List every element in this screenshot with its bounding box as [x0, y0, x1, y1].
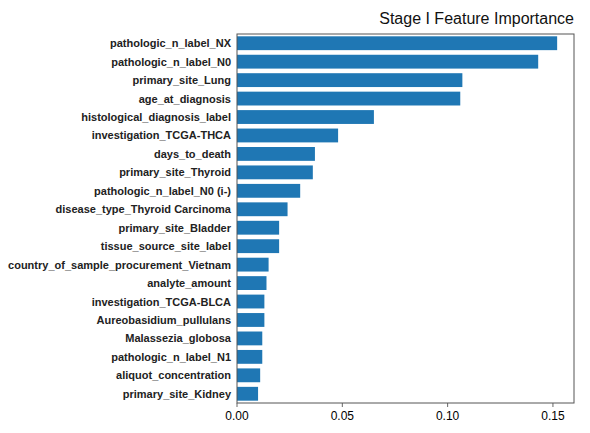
bar	[237, 165, 313, 179]
bars	[237, 36, 557, 400]
category-label: Malassezia_globosa	[125, 332, 232, 344]
bar	[237, 313, 264, 327]
category-label: tissue_source_site_label	[101, 240, 231, 252]
bar	[237, 92, 460, 106]
tick-label: 0.05	[331, 409, 355, 423]
category-label: primary_site_Bladder	[119, 222, 232, 234]
category-label: pathologic_n_label_N0 (i-)	[94, 185, 231, 197]
bar	[237, 184, 300, 198]
category-label: primary_site_Kidney	[123, 388, 232, 400]
tick-label: 0.15	[541, 409, 565, 423]
bar	[237, 73, 462, 87]
tick	[342, 403, 343, 407]
bar	[237, 276, 266, 290]
category-label: histological_diagnosis_label	[81, 111, 231, 123]
title: Stage I Feature Importance	[379, 10, 574, 27]
bar	[237, 221, 279, 235]
category-label: country_of_sample_procurement_Vietnam	[8, 259, 231, 271]
category-label: age_at_diagnosis	[139, 93, 231, 105]
tick-label: 0.10	[436, 409, 460, 423]
chart: pathologic_n_label_NX pathologic_n_label_…	[0, 0, 590, 433]
category-label: investigation_TCGA-BLCA	[92, 296, 231, 308]
category-label: primary_site_Thyroid	[119, 166, 231, 178]
plot-frame	[237, 34, 574, 403]
bar	[237, 350, 262, 364]
category-label: days_to_death	[154, 148, 231, 160]
tick	[552, 403, 553, 407]
bar	[237, 129, 338, 143]
bar	[237, 258, 269, 272]
category-label: aliquot_concentration	[116, 369, 231, 381]
bar	[237, 387, 258, 401]
bar	[237, 110, 374, 124]
bar	[237, 332, 262, 346]
category-label: Aureobasidium_pullulans	[97, 314, 231, 326]
category-label: primary_site_Lung	[133, 74, 231, 86]
category-label: disease_type_Thyroid Carcinoma	[56, 203, 232, 215]
bar	[237, 147, 315, 161]
bar	[237, 295, 264, 309]
category-label: pathologic_n_label_N1	[111, 351, 231, 363]
category-label: pathologic_n_label_N0	[111, 56, 231, 68]
category-label: pathologic_n_label_NX	[110, 37, 232, 49]
bar	[237, 368, 260, 382]
tick	[237, 403, 238, 407]
bar	[237, 239, 279, 253]
bar	[237, 55, 538, 69]
category-label: analyte_amount	[147, 277, 231, 289]
bar	[237, 202, 288, 216]
tick	[447, 403, 448, 407]
bar	[237, 36, 557, 50]
category-label: investigation_TCGA-THCA	[92, 129, 231, 141]
tick-label: 0.00	[225, 409, 249, 423]
